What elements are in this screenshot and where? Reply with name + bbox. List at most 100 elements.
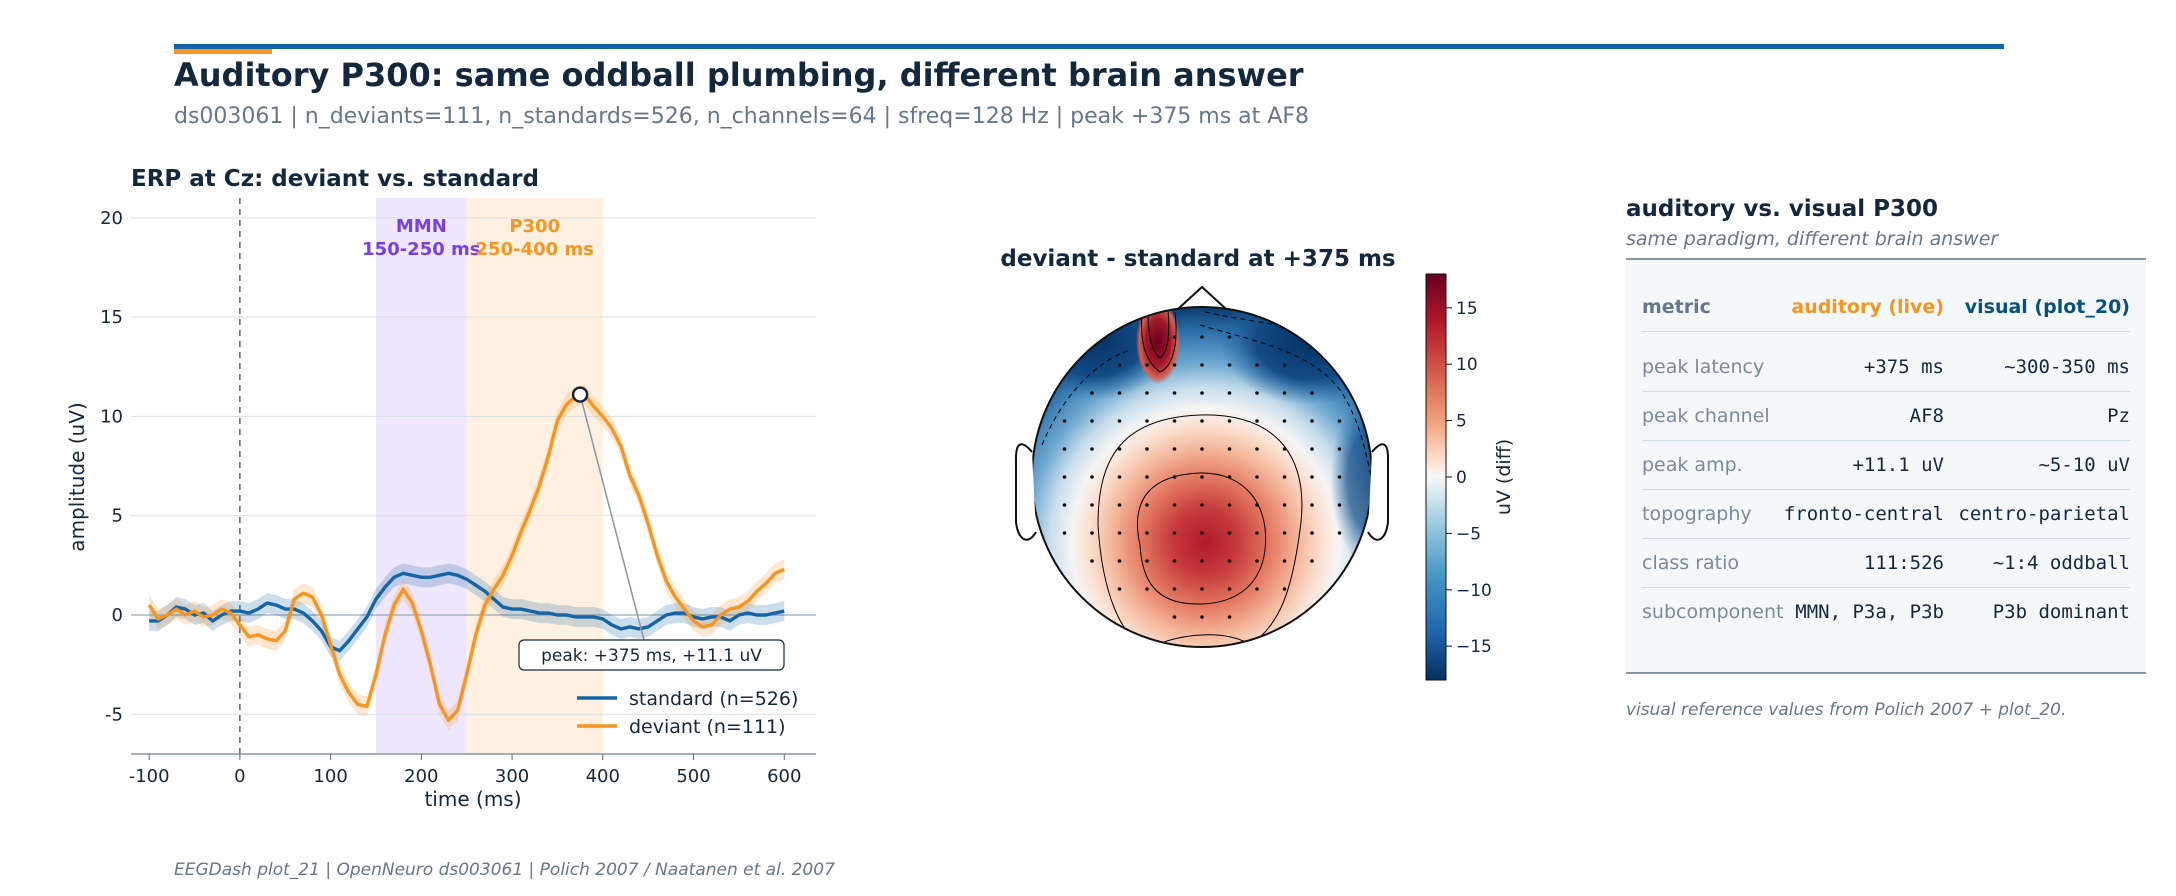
colorbar-tick-label: −10 [1456,581,1492,601]
erp-x-axis-label: time (ms) [424,787,521,811]
electrode-dot [1255,447,1259,451]
electrode-dot [1145,503,1149,507]
electrode-dot [1200,503,1204,507]
colorbar-label: uV (diff) [1493,439,1515,515]
electrode-dot [1200,419,1204,423]
electrode-dot [1337,475,1342,479]
electrode-dot [1200,363,1204,367]
table-cell-metric: class ratio [1642,552,1740,574]
standard-series-line [149,571,785,653]
colorbar-tick-label: −15 [1456,637,1492,657]
electrode-dot [1310,559,1314,563]
table-cell-visual: ~300-350 ms [2004,356,2130,378]
electrode-dot [1117,587,1122,591]
erp-line-chart: ERP at Cz: deviant vs. standard -100 0 100… [65,166,816,811]
colorbar-tick-label: 10 [1456,355,1478,375]
legend-label-deviant: deviant (n=111) [629,716,786,738]
electrode-dot [1282,447,1287,451]
table-cell-metric: topography [1642,503,1752,525]
y-tick-label: 10 [100,406,123,427]
table-row: peak latency +375 ms ~300-350 ms [1642,342,2130,392]
electrode-dot [1310,419,1314,423]
accent-rule [174,44,2004,49]
electrode-dot [1200,391,1204,395]
left-ear-outline [1015,443,1037,541]
x-tick-label: 100 [313,766,347,787]
topomap-chart: deviant - standard at +375 ms 15 10 5 0 −5 −1… [1000,246,1515,681]
peak-marker [571,386,589,403]
electrode-dot [1117,447,1122,451]
electrode-dot [1117,475,1122,479]
electrode-dot [1255,531,1259,535]
electrode-dot [1310,391,1314,395]
x-tick-label: 300 [495,766,529,787]
table-cell-visual: Pz [2107,405,2130,427]
electrode-dot [1172,559,1177,563]
deviant-series-line [147,392,785,722]
electrode-dot [1172,363,1177,367]
electrode-dot [1200,531,1204,535]
page-subtitle: ds003061 | n_deviants=111, n_standards=5… [174,104,1309,129]
electrode-dot [1117,503,1122,507]
y-tick-label: 5 [112,506,123,527]
nose-outline [1177,285,1227,310]
table-row: peak channel AF8 Pz [1642,391,2130,441]
topomap-contour [1141,311,1177,373]
electrode-dot [1282,419,1287,423]
right-ear-outline [1367,443,1389,541]
electrode-dot [1145,587,1149,591]
electrode-dot [1172,615,1177,619]
table-cell-auditory: AF8 [1909,405,1944,427]
topomap-contour [1147,309,1170,359]
window-label-p300: P300 [509,216,560,237]
electrode-dot [1200,559,1204,563]
electrode-dot [1145,447,1149,451]
electrode-dot [1282,531,1287,535]
peak-leader-line [579,394,645,641]
table-row: topography fronto-central centro-parieta… [1642,489,2130,539]
y-tick-label: -5 [105,704,123,725]
electrode-dot [1090,475,1094,479]
footer-note: EEGDash plot_21 | OpenNeuro ds003061 | P… [174,860,835,880]
electrode-dot [1310,475,1314,479]
electrode-dot [1282,391,1287,395]
electrode-dot [1062,447,1067,451]
electrode-dot [1227,559,1232,563]
colorbar-tick-label: 0 [1456,468,1467,488]
table-cell-auditory: +375 ms [1863,356,1944,378]
electrode-dot [1145,475,1149,479]
accent-rule-short [174,49,272,54]
electrode-dot [1200,335,1204,339]
electrode-dot [1062,475,1067,479]
legend-label-standard: standard (n=526) [629,688,798,710]
electrode-dot [1145,531,1149,535]
table-cell-auditory: MMN, P3a, P3b [1795,601,1944,623]
window-label-mmn: MMN [396,216,447,237]
electrode-dot [1337,531,1342,535]
electrode-dot [1337,503,1342,507]
electrode-dot [1282,363,1287,367]
table-header-visual: visual (plot_20) [1964,296,2130,318]
electrode-dot [1310,531,1314,535]
electrode-dot [1090,531,1094,535]
electrode-dot [1227,419,1232,423]
electrode-dot [1337,447,1342,451]
electrode-dot [1145,363,1149,367]
erp-y-axis-label: amplitude (uV) [65,402,89,551]
electrode-dot [1227,503,1232,507]
y-tick-label: 20 [100,208,123,229]
electrode-dot [1117,559,1122,563]
electrode-dot [1255,587,1259,591]
table-header-auditory: auditory (live) [1791,296,1944,318]
electrode-dot [1337,419,1342,423]
standard-ci-band [149,563,785,661]
electrode-dot [1282,475,1287,479]
window-band-mmn [375,198,467,754]
electrode-dot [1172,531,1177,535]
electrode-dot [1255,363,1259,367]
electrode-dot [1172,503,1177,507]
electrode-dot [1282,503,1287,507]
electrode-dot [1227,531,1232,535]
electrode-dot [1227,587,1232,591]
comparison-table: metric auditory (live) visual (plot_20) … [1626,258,2146,674]
